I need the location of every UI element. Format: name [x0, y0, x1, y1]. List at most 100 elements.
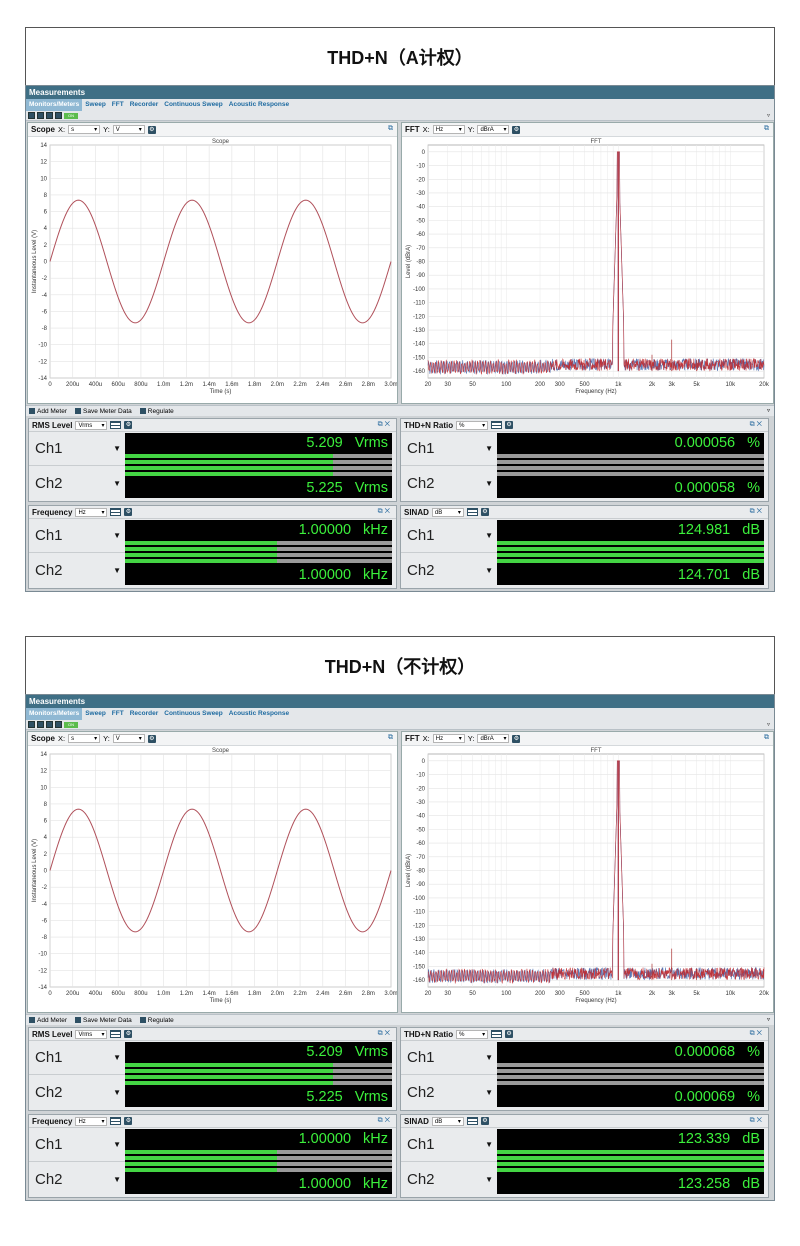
tab-acoustic-response[interactable]: Acoustic Response — [228, 710, 290, 717]
channel-1-row[interactable]: Ch1 ▼ — [401, 519, 497, 553]
channel-2-row[interactable]: Ch2 ▼ — [401, 553, 497, 587]
list-icon[interactable] — [491, 421, 503, 429]
meter-window-controls[interactable]: ⧉✕ — [377, 1117, 392, 1124]
tab-fft[interactable]: FFT — [111, 101, 124, 108]
list-icon[interactable] — [110, 508, 122, 516]
gear-icon[interactable]: ⚙ — [512, 734, 521, 743]
channel-2-row[interactable]: Ch2 ▼ — [29, 466, 125, 500]
tab-sweep[interactable]: Sweep — [85, 101, 106, 108]
expand-icon[interactable]: ⧉ — [388, 734, 393, 741]
save-meter-data-button[interactable]: Save Meter Data — [75, 1016, 132, 1024]
expand-icon[interactable]: ⧉ — [764, 734, 769, 741]
list-icon[interactable] — [110, 1117, 122, 1125]
channel-1-row[interactable]: Ch1 ▼ — [29, 432, 125, 466]
channel-2-row[interactable]: Ch2 ▼ — [29, 553, 125, 587]
on-toggle[interactable]: ON — [64, 721, 78, 728]
pin-icon[interactable]: ▿ — [766, 1017, 770, 1023]
dropdown-arrow-icon[interactable]: ▼ — [113, 444, 121, 453]
layout-1-icon[interactable] — [28, 112, 35, 119]
layout-4-icon[interactable] — [55, 112, 62, 119]
tab-acoustic-response[interactable]: Acoustic Response — [228, 101, 290, 108]
list-icon[interactable] — [466, 1117, 478, 1125]
meter-unit-select[interactable]: dB ▾ — [431, 507, 464, 517]
channel-1-row[interactable]: Ch1 ▼ — [29, 1041, 125, 1075]
pin-icon[interactable]: ▿ — [766, 722, 770, 728]
dropdown-arrow-icon[interactable]: ▼ — [485, 1087, 493, 1097]
gear-icon[interactable]: ⚙ — [505, 1030, 514, 1038]
layout-3-icon[interactable] — [46, 721, 53, 728]
gear-icon[interactable]: ⚙ — [505, 421, 514, 429]
layout-3-icon[interactable] — [46, 112, 53, 119]
tab-sweep[interactable]: Sweep — [85, 710, 106, 717]
gear-icon[interactable]: ⚙ — [124, 1117, 133, 1125]
dropdown-arrow-icon[interactable]: ▼ — [113, 1053, 121, 1062]
gear-icon[interactable]: ⚙ — [147, 734, 156, 743]
dropdown-arrow-icon[interactable]: ▼ — [485, 531, 493, 540]
dropdown-arrow-icon[interactable]: ▼ — [113, 1174, 121, 1184]
meter-window-controls[interactable]: ⧉✕ — [377, 508, 392, 515]
meter-window-controls[interactable]: ⧉✕ — [377, 1030, 392, 1037]
scope-x-unit-select[interactable]: s ▾ — [68, 734, 101, 743]
channel-2-row[interactable]: Ch2 ▼ — [29, 1075, 125, 1109]
add-meter-button[interactable]: Add Meter — [29, 1016, 67, 1024]
channel-1-row[interactable]: Ch1 ▼ — [401, 432, 497, 466]
list-icon[interactable] — [491, 1030, 503, 1038]
layout-1-icon[interactable] — [28, 721, 35, 728]
meter-unit-select[interactable]: % ▾ — [456, 1029, 489, 1039]
meter-window-controls[interactable]: ⧉✕ — [377, 421, 392, 428]
gear-icon[interactable]: ⚙ — [124, 1030, 133, 1038]
dropdown-arrow-icon[interactable]: ▼ — [485, 478, 493, 488]
channel-2-row[interactable]: Ch2 ▼ — [401, 1075, 497, 1109]
dropdown-arrow-icon[interactable]: ▼ — [113, 531, 121, 540]
tab-fft[interactable]: FFT — [111, 710, 124, 717]
tab-monitors-meters[interactable]: Monitors/Meters — [26, 99, 83, 111]
regulate-button[interactable]: Regulate — [139, 1016, 174, 1024]
regulate-button[interactable]: Regulate — [139, 407, 174, 415]
meter-unit-select[interactable]: Hz ▾ — [75, 507, 108, 517]
dropdown-arrow-icon[interactable]: ▼ — [485, 1140, 493, 1149]
fft-y-unit-select[interactable]: dBrA ▾ — [477, 125, 510, 134]
meter-window-controls[interactable]: ⧉✕ — [749, 1117, 764, 1124]
expand-icon[interactable]: ⧉ — [764, 125, 769, 132]
dropdown-arrow-icon[interactable]: ▼ — [485, 444, 493, 453]
tab-recorder[interactable]: Recorder — [129, 101, 159, 108]
tab-monitors-meters[interactable]: Monitors/Meters — [26, 708, 83, 720]
meter-unit-select[interactable]: % ▾ — [456, 420, 489, 430]
meter-unit-select[interactable]: Vrms ▾ — [75, 420, 108, 430]
add-meter-button[interactable]: Add Meter — [29, 407, 67, 415]
dropdown-arrow-icon[interactable]: ▼ — [113, 478, 121, 488]
gear-icon[interactable]: ⚙ — [124, 421, 133, 429]
layout-2-icon[interactable] — [37, 112, 44, 119]
meter-unit-select[interactable]: Hz ▾ — [75, 1116, 108, 1126]
gear-icon[interactable]: ⚙ — [480, 1117, 489, 1125]
save-meter-data-button[interactable]: Save Meter Data — [75, 407, 132, 415]
tab-continuous-sweep[interactable]: Continuous Sweep — [164, 101, 223, 108]
list-icon[interactable] — [110, 1030, 122, 1038]
pin-icon[interactable]: ▿ — [766, 408, 770, 414]
pin-icon[interactable]: ▿ — [766, 113, 770, 119]
channel-1-row[interactable]: Ch1 ▼ — [401, 1128, 497, 1162]
layout-4-icon[interactable] — [55, 721, 62, 728]
dropdown-arrow-icon[interactable]: ▼ — [485, 565, 493, 575]
tab-continuous-sweep[interactable]: Continuous Sweep — [164, 710, 223, 717]
fft-x-unit-select[interactable]: Hz ▾ — [432, 125, 465, 134]
gear-icon[interactable]: ⚙ — [512, 125, 521, 134]
layout-2-icon[interactable] — [37, 721, 44, 728]
on-toggle[interactable]: ON — [64, 112, 78, 119]
meter-window-controls[interactable]: ⧉✕ — [749, 1030, 764, 1037]
tab-recorder[interactable]: Recorder — [129, 710, 159, 717]
meter-unit-select[interactable]: Vrms ▾ — [75, 1029, 108, 1039]
channel-1-row[interactable]: Ch1 ▼ — [29, 1128, 125, 1162]
list-icon[interactable] — [110, 421, 122, 429]
channel-1-row[interactable]: Ch1 ▼ — [29, 519, 125, 553]
channel-2-row[interactable]: Ch2 ▼ — [401, 1162, 497, 1196]
expand-icon[interactable]: ⧉ — [388, 125, 393, 132]
gear-icon[interactable]: ⚙ — [480, 508, 489, 516]
dropdown-arrow-icon[interactable]: ▼ — [113, 1140, 121, 1149]
meter-unit-select[interactable]: dB ▾ — [431, 1116, 464, 1126]
gear-icon[interactable]: ⚙ — [147, 125, 156, 134]
dropdown-arrow-icon[interactable]: ▼ — [485, 1174, 493, 1184]
meter-window-controls[interactable]: ⧉✕ — [749, 508, 764, 515]
dropdown-arrow-icon[interactable]: ▼ — [113, 565, 121, 575]
dropdown-arrow-icon[interactable]: ▼ — [113, 1087, 121, 1097]
